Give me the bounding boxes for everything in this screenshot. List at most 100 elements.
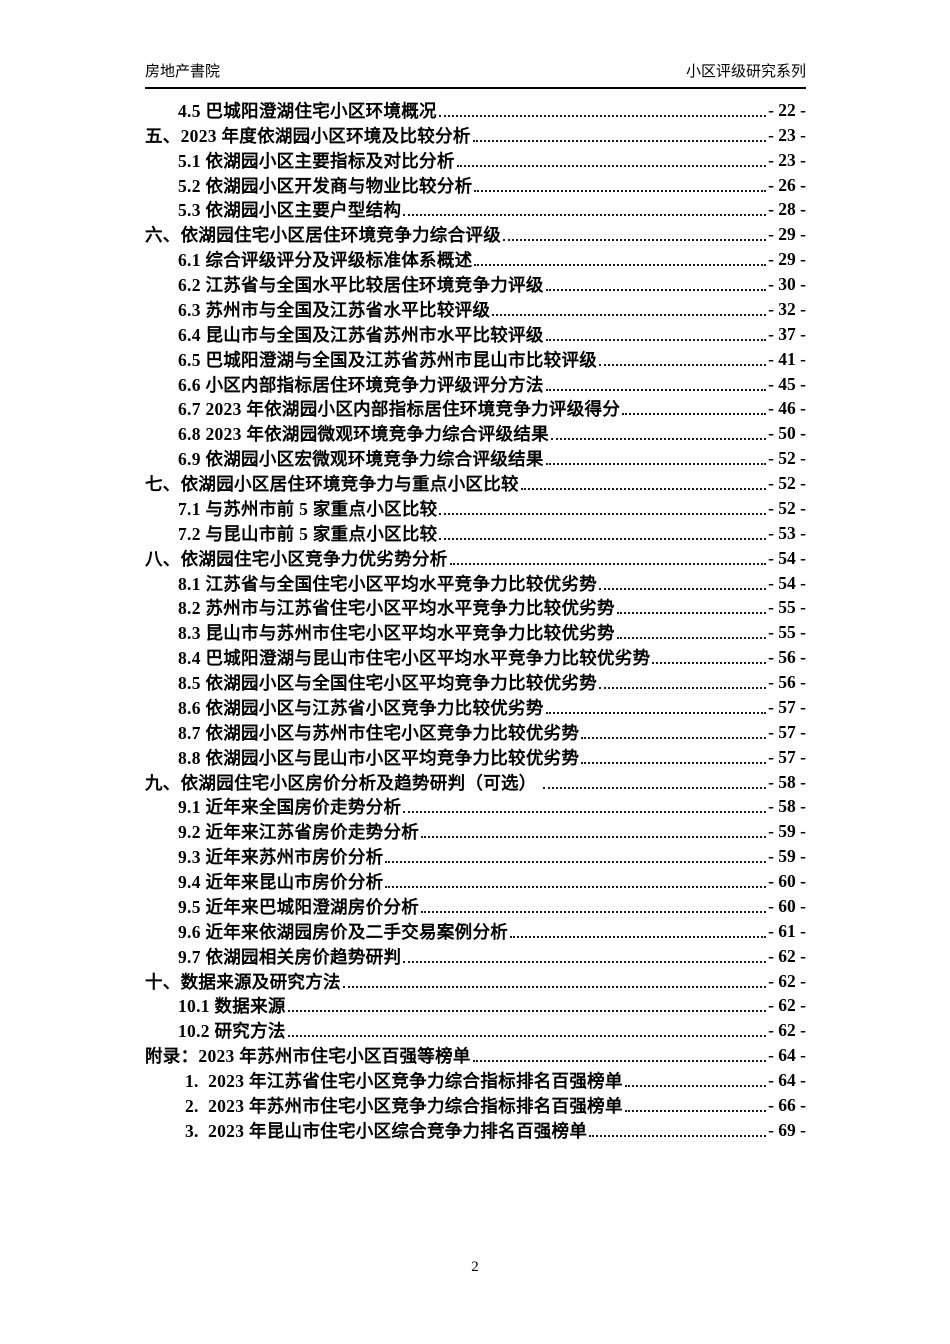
toc-page-number: - 56 - [768, 672, 806, 693]
toc-entry-label: 9.5 近年来巴城阳澄湖房价分析 [178, 896, 420, 917]
toc-entry-label: 6.3 苏州市与全国及江苏省水平比较评级 [178, 299, 491, 320]
toc-entry-label: 九、依湖园住宅小区房价分析及趋势研判（可选） [145, 772, 542, 793]
toc-page-number: - 29 - [768, 224, 806, 245]
toc-entry[interactable]: 十、数据来源及研究方法 - 62 - [145, 969, 806, 994]
toc-entry-label: 5.1 依湖园小区主要指标及对比分析 [178, 150, 455, 171]
toc-dot-leader [543, 786, 767, 789]
toc-entry-label: 七、依湖园小区居住环境竞争力与重点小区比较 [145, 474, 519, 495]
toc-dot-leader [545, 388, 767, 391]
toc-entry[interactable]: 8.5 依湖园小区与全国住宅小区平均竞争力比较优劣势 - 56 - [145, 670, 806, 695]
toc-entry[interactable]: 9.4 近年来昆山市房价分析 - 60 - [145, 869, 806, 894]
toc-entry[interactable]: 9.1 近年来全国房价走势分析 - 58 - [145, 795, 806, 820]
toc-dot-leader [472, 1060, 767, 1063]
toc-dot-leader [550, 438, 767, 441]
toc-dot-leader [439, 537, 767, 540]
toc-entry[interactable]: 10.2 研究方法 - 62 - [145, 1018, 806, 1043]
toc-page-number: - 45 - [768, 373, 806, 394]
toc-entry[interactable]: 五、2023 年度依湖园小区环境及比较分析 - 23 - [145, 123, 806, 148]
toc-page-number: - 23 - [768, 124, 806, 145]
page-header: 房地产書院 小区评级研究系列 [145, 62, 806, 89]
toc-entry[interactable]: 9.5 近年来巴城阳澄湖房价分析 - 60 - [145, 894, 806, 919]
toc-entry[interactable]: 6.6 小区内部指标居住环境竞争力评级评分方法 - 45 - [145, 372, 806, 397]
toc-entry[interactable]: 3. 2023 年昆山市住宅小区综合竞争力排名百强榜单 - 69 - [145, 1118, 806, 1143]
toc-entry[interactable]: 8.3 昆山市与苏州市住宅小区平均水平竞争力比较优劣势 - 55 - [145, 620, 806, 645]
toc-dot-leader [474, 189, 767, 192]
toc-page-number: - 57 - [768, 696, 806, 717]
toc-dot-leader [403, 811, 767, 814]
toc-entry-label: 6.5 巴城阳澄湖与全国及江苏省苏州市昆山市比较评级 [178, 349, 598, 370]
toc-entry[interactable]: 8.1 江苏省与全国住宅小区平均水平竞争力比较优劣势 - 54 - [145, 571, 806, 596]
toc-entry[interactable]: 5.1 依湖园小区主要指标及对比分析 - 23 - [145, 148, 806, 173]
toc-page-number: - 23 - [768, 149, 806, 170]
toc-page-number: - 69 - [768, 1119, 806, 1140]
toc-entry[interactable]: 9.7 依湖园相关房价趋势研判 - 62 - [145, 944, 806, 969]
toc-dot-leader [616, 612, 767, 615]
toc-entry[interactable]: 8.7 依湖园小区与苏州市住宅小区竞争力比较优劣势 - 57 - [145, 720, 806, 745]
toc-dot-leader [652, 662, 767, 665]
toc-entry[interactable]: 9.3 近年来苏州市房价分析 - 59 - [145, 844, 806, 869]
toc-page-number: - 60 - [768, 895, 806, 916]
toc-entry[interactable]: 6.8 2023 年依湖园微观环境竞争力综合评级结果 - 50 - [145, 421, 806, 446]
toc-entry[interactable]: 八、依湖园住宅小区竞争力优劣势分析 - 54 - [145, 546, 806, 571]
toc-page-number: - 66 - [768, 1094, 806, 1115]
toc-dot-leader [616, 637, 767, 640]
toc-page-number: - 55 - [768, 622, 806, 643]
toc-entry[interactable]: 6.1 综合评级评分及评级标准体系概述 - 29 - [145, 247, 806, 272]
toc-entry[interactable]: 8.6 依湖园小区与江苏省小区竞争力比较优劣势 - 57 - [145, 695, 806, 720]
toc-entry-label: 附录：2023 年苏州市住宅小区百强等榜单 [145, 1046, 471, 1067]
toc-entry[interactable]: 8.2 苏州市与江苏省住宅小区平均水平竞争力比较优劣势 - 55 - [145, 596, 806, 621]
toc-entry-label: 10.1 数据来源 [178, 996, 286, 1017]
toc-entry[interactable]: 1. 2023 年江苏省住宅小区竞争力综合指标排名百强榜单 - 64 - [145, 1068, 806, 1093]
toc-page-number: - 32 - [768, 298, 806, 319]
toc-entry[interactable]: 6.3 苏州市与全国及江苏省水平比较评级 - 32 - [145, 297, 806, 322]
toc-entry[interactable]: 6.5 巴城阳澄湖与全国及江苏省苏州市昆山市比较评级 - 41 - [145, 347, 806, 372]
toc-page-number: - 59 - [768, 846, 806, 867]
toc-entry-label: 6.6 小区内部指标居住环境竞争力评级评分方法 [178, 374, 544, 395]
header-right-title: 小区评级研究系列 [685, 63, 806, 80]
toc-page-number: - 53 - [768, 522, 806, 543]
toc-entry[interactable]: 5.3 依湖园小区主要户型结构 - 28 - [145, 198, 806, 223]
toc-entry-label: 8.1 江苏省与全国住宅小区平均水平竞争力比较优劣势 [178, 573, 598, 594]
toc-entry-label: 10.2 研究方法 [178, 1021, 286, 1042]
toc-dot-leader [581, 736, 767, 739]
toc-entry[interactable]: 6.4 昆山市与全国及江苏省苏州市水平比较评级 - 37 - [145, 322, 806, 347]
toc-page-number: - 50 - [768, 423, 806, 444]
toc-entry[interactable]: 6.2 江苏省与全国水平比较居住环境竞争力评级 - 30 - [145, 272, 806, 297]
toc-entry-label: 9.7 依湖园相关房价趋势研判 [178, 946, 402, 967]
toc-entry[interactable]: 7.1 与苏州市前 5 家重点小区比较 - 52 - [145, 496, 806, 521]
toc-dot-leader [503, 239, 767, 242]
toc-dot-leader [439, 512, 767, 515]
toc-entry[interactable]: 2. 2023 年苏州市住宅小区竞争力综合指标排名百强榜单 - 66 - [145, 1093, 806, 1118]
toc-page-number: - 64 - [768, 1070, 806, 1091]
toc-page-number: - 64 - [768, 1045, 806, 1066]
toc-entry[interactable]: 9.6 近年来依湖园房价及二手交易案例分析 - 61 - [145, 919, 806, 944]
toc-entry[interactable]: 6.9 依湖园小区宏微观环境竞争力综合评级结果 - 52 - [145, 446, 806, 471]
toc-dot-leader [545, 463, 767, 466]
toc-entry[interactable]: 9.2 近年来江苏省房价走势分析 - 59 - [145, 819, 806, 844]
toc-entry[interactable]: 8.8 依湖园小区与昆山市小区平均竞争力比较优劣势 - 57 - [145, 745, 806, 770]
toc-entry-label: 3. 2023 年昆山市住宅小区综合竞争力排名百强榜单 [185, 1120, 588, 1141]
toc-dot-leader [449, 562, 767, 565]
toc-entry-label: 六、依湖园住宅小区居住环境竞争力综合评级 [145, 225, 501, 246]
toc-entry-label: 8.5 依湖园小区与全国住宅小区平均竞争力比较优劣势 [178, 673, 598, 694]
toc-entry-label: 8.2 苏州市与江苏省住宅小区平均水平竞争力比较优劣势 [178, 598, 615, 619]
toc-dot-leader [342, 985, 767, 988]
toc-entry[interactable]: 九、依湖园住宅小区房价分析及趋势研判（可选） - 58 - [145, 770, 806, 795]
toc-entry[interactable]: 4.5 巴城阳澄湖住宅小区环境概况 - 22 - [145, 98, 806, 123]
toc-entry-label: 8.6 依湖园小区与江苏省小区竞争力比较优劣势 [178, 697, 544, 718]
toc-dot-leader [421, 910, 767, 913]
toc-entry[interactable]: 7.2 与昆山市前 5 家重点小区比较 - 53 - [145, 521, 806, 546]
toc-page-number: - 62 - [768, 1020, 806, 1041]
toc-entry[interactable]: 10.1 数据来源 - 62 - [145, 994, 806, 1019]
page-footer: 2 [0, 1258, 950, 1277]
toc-entry[interactable]: 七、依湖园小区居住环境竞争力与重点小区比较 - 52 - [145, 471, 806, 496]
toc-entry[interactable]: 8.4 巴城阳澄湖与昆山市住宅小区平均水平竞争力比较优劣势 - 56 - [145, 645, 806, 670]
toc-page-number: - 52 - [768, 473, 806, 494]
toc-entry[interactable]: 6.7 2023 年依湖园小区内部指标居住环境竞争力评级得分 - 46 - [145, 397, 806, 422]
toc-entry[interactable]: 附录：2023 年苏州市住宅小区百强等榜单 - 64 - [145, 1043, 806, 1068]
toc-entry-label: 9.3 近年来苏州市房价分析 [178, 847, 384, 868]
toc-entry[interactable]: 5.2 依湖园小区开发商与物业比较分析 - 26 - [145, 173, 806, 198]
toc-entry[interactable]: 六、依湖园住宅小区居住环境竞争力综合评级 - 29 - [145, 222, 806, 247]
toc-dot-leader [545, 289, 767, 291]
toc-entry-label: 9.6 近年来依湖园房价及二手交易案例分析 [178, 921, 509, 942]
